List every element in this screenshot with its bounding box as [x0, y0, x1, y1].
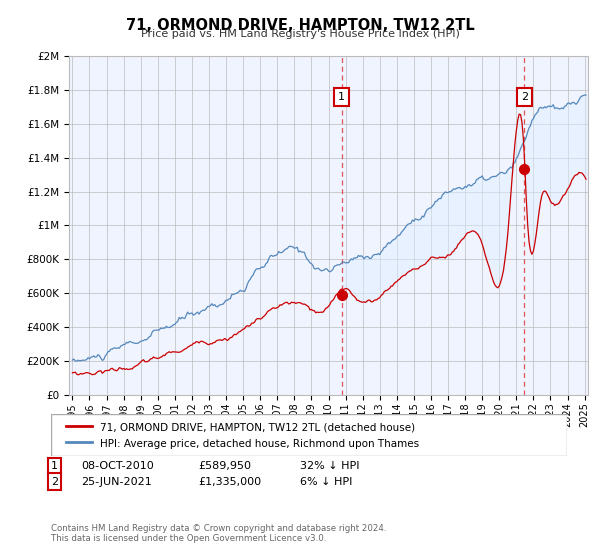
Text: £1,335,000: £1,335,000: [198, 477, 261, 487]
Text: 2: 2: [521, 92, 528, 102]
FancyBboxPatch shape: [51, 414, 567, 456]
Text: This data is licensed under the Open Government Licence v3.0.: This data is licensed under the Open Gov…: [51, 534, 326, 543]
Legend: 71, ORMOND DRIVE, HAMPTON, TW12 2TL (detached house), HPI: Average price, detach: 71, ORMOND DRIVE, HAMPTON, TW12 2TL (det…: [61, 418, 423, 453]
Text: 6% ↓ HPI: 6% ↓ HPI: [300, 477, 352, 487]
Text: 1: 1: [338, 92, 346, 102]
Text: 71, ORMOND DRIVE, HAMPTON, TW12 2TL: 71, ORMOND DRIVE, HAMPTON, TW12 2TL: [125, 18, 475, 33]
Text: 2: 2: [51, 477, 58, 487]
Text: Contains HM Land Registry data © Crown copyright and database right 2024.: Contains HM Land Registry data © Crown c…: [51, 524, 386, 533]
Text: £589,950: £589,950: [198, 461, 251, 471]
Text: 25-JUN-2021: 25-JUN-2021: [81, 477, 152, 487]
Text: 1: 1: [51, 461, 58, 471]
Text: Price paid vs. HM Land Registry's House Price Index (HPI): Price paid vs. HM Land Registry's House …: [140, 29, 460, 39]
Text: 32% ↓ HPI: 32% ↓ HPI: [300, 461, 359, 471]
Text: 08-OCT-2010: 08-OCT-2010: [81, 461, 154, 471]
